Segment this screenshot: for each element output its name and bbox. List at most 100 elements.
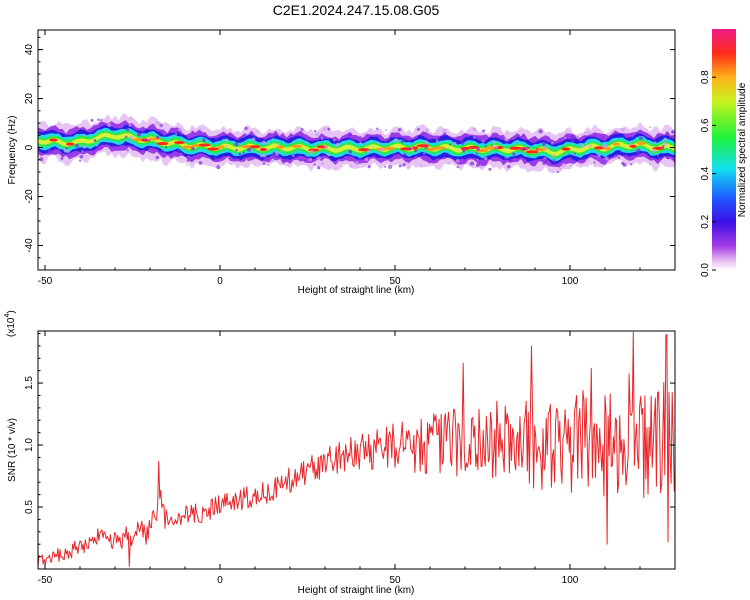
- spectrogram-speckle: [137, 132, 142, 137]
- spectrogram-speckle: [265, 156, 269, 160]
- spectrogram-speckle: [289, 133, 293, 137]
- spectrogram-speckle: [455, 158, 460, 163]
- spectrogram-speckle: [656, 153, 659, 156]
- spectrogram-speckle: [313, 163, 316, 166]
- spectrogram-speckle: [366, 149, 370, 153]
- spectrogram-speckle: [178, 127, 182, 132]
- spectrogram-speckle: [493, 145, 496, 148]
- spectrogram-x-tick-label: -50: [38, 276, 53, 287]
- spectrogram-speckle: [414, 149, 418, 153]
- spectrogram-speckle: [387, 138, 391, 141]
- spectrogram-speckle: [160, 149, 163, 153]
- spectrogram-speckle: [507, 164, 511, 169]
- ridge-peak-mark: [636, 141, 647, 145]
- ridge-peak-mark: [249, 145, 261, 149]
- spectrogram-speckle: [512, 152, 516, 156]
- spectrogram-speckle: [424, 140, 429, 145]
- spectrogram-speckle: [526, 147, 529, 150]
- colorbar-tick-label: 0.2: [700, 214, 711, 228]
- spectrogram-speckle: [542, 161, 546, 166]
- spectrogram-speckle: [97, 118, 100, 121]
- spectrogram-speckle: [317, 166, 321, 170]
- spectrogram-speckle: [232, 157, 235, 160]
- spectrogram-speckle: [580, 144, 585, 149]
- spectrogram-speckle: [60, 157, 64, 160]
- spectrogram-speckle: [332, 138, 336, 142]
- colorbar-tick-label: 0.8: [700, 70, 711, 84]
- spectrogram-speckle: [287, 141, 290, 144]
- spectrogram-speckle: [504, 137, 508, 141]
- colorbar-ticks: 0.0 0.2 0.4 0.6 0.8: [700, 70, 716, 277]
- spectrogram-speckle: [362, 138, 366, 142]
- spectrogram-speckle: [601, 136, 605, 140]
- spectrogram-speckle: [543, 158, 548, 163]
- spectrogram-speckle: [363, 133, 366, 137]
- spectrogram-speckle: [227, 155, 230, 159]
- spectrogram-x-tick-label: 0: [217, 276, 223, 287]
- spectrogram-speckle: [129, 116, 133, 120]
- spectrogram-speckle: [576, 136, 579, 139]
- spectrogram-speckle: [604, 156, 609, 161]
- spectrogram-speckle: [488, 167, 492, 171]
- spectrogram-speckle: [383, 165, 387, 168]
- spectrogram-speckle: [77, 126, 80, 129]
- spectrogram-speckle: [380, 147, 385, 152]
- snr-scale-exponent: 4: [4, 314, 11, 318]
- spectrogram-speckle: [128, 123, 132, 127]
- spectrogram-speckle: [176, 149, 180, 153]
- spectrogram-speckle: [552, 154, 556, 158]
- spectrogram-ridge: [38, 113, 675, 174]
- spectrogram-speckle: [202, 138, 206, 142]
- spectrogram-speckle: [671, 158, 674, 161]
- spectrogram-x-label: Height of straight line (km): [298, 285, 415, 296]
- spectrogram-speckle: [490, 144, 493, 147]
- snr-y-tick-label: 0.5: [24, 500, 35, 514]
- spectrogram-speckle: [630, 163, 633, 166]
- snr-x-label: Height of straight line (km): [298, 585, 415, 596]
- spectrogram-speckle: [175, 132, 178, 135]
- ridge-peak-mark: [192, 143, 200, 148]
- colorbar-label: Normalized spectral amplitude: [737, 82, 748, 217]
- spectrogram-speckle: [503, 156, 507, 160]
- spectrogram-speckle: [482, 140, 485, 143]
- spectrogram-speckle: [156, 135, 160, 140]
- ridge-peak-mark: [49, 138, 58, 142]
- spectrogram-speckle: [262, 153, 267, 158]
- spectrogram-speckle: [126, 128, 130, 132]
- spectrogram-frame: [37, 29, 676, 271]
- ridge-peak-mark: [132, 138, 143, 142]
- spectrogram-speckle: [358, 136, 362, 139]
- spectrogram-speckle: [447, 162, 451, 165]
- snr-x-tick-label: 100: [562, 575, 579, 586]
- spectrogram-speckle: [658, 157, 662, 161]
- spectrogram-speckle: [620, 127, 626, 132]
- spectrogram-speckle: [456, 166, 459, 169]
- spectrogram-speckle: [522, 147, 526, 152]
- spectrogram-speckle: [320, 162, 325, 166]
- spectrogram-speckle: [126, 149, 129, 152]
- spectrogram-speckle: [476, 146, 481, 151]
- colorbar-gradient: [712, 29, 736, 270]
- spectrogram-speckle: [348, 149, 353, 154]
- spectrogram-speckle: [107, 122, 112, 127]
- snr-frame: [37, 330, 676, 570]
- spectrogram-speckle: [320, 137, 324, 140]
- spectrogram-speckle: [224, 138, 229, 143]
- spectrogram-speckle: [164, 145, 168, 149]
- snr-axes: -50 0 50 100 0.5 1.0 1.5: [24, 331, 676, 586]
- spectrogram-speckle: [400, 139, 405, 144]
- spectrogram-speckle: [483, 156, 488, 161]
- spectrogram-speckle: [93, 139, 97, 142]
- spectrogram-speckle: [630, 140, 633, 143]
- ridge-peak-mark: [460, 146, 470, 151]
- spectrogram-speckle: [242, 151, 245, 155]
- spectrogram-speckle: [259, 154, 263, 158]
- spectrogram-speckle: [146, 138, 150, 141]
- spectrogram-speckle: [662, 141, 667, 146]
- spectrogram-speckle: [638, 136, 643, 141]
- spectrogram-speckle: [601, 144, 606, 148]
- spectrogram-speckle: [246, 157, 251, 162]
- spectrogram-y-tick-label: 40: [24, 44, 35, 56]
- spectrogram-speckle: [244, 126, 248, 131]
